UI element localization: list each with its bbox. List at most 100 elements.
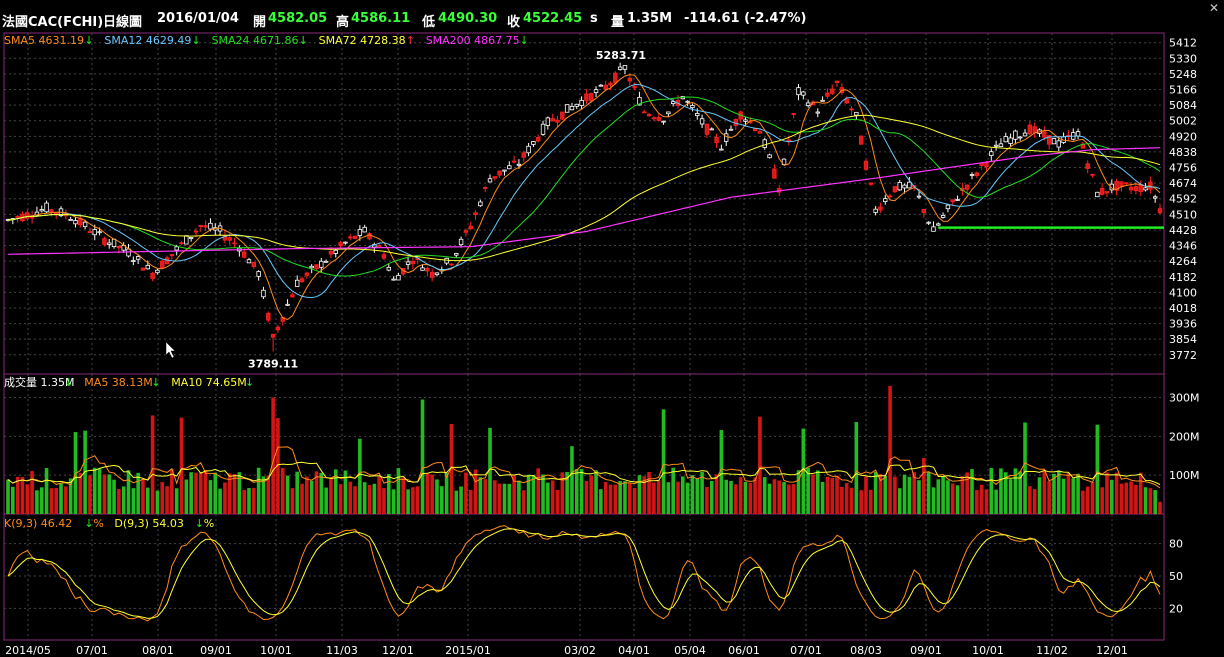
volume-bar	[1124, 482, 1129, 514]
volume-bar	[1119, 483, 1124, 514]
candle-body	[169, 254, 175, 256]
candle-body	[386, 266, 391, 271]
candle-body	[357, 229, 363, 236]
volume-bar	[878, 473, 883, 514]
panel-border-0	[3, 32, 1165, 375]
volume-bar	[603, 481, 608, 514]
volume-bar	[608, 484, 613, 514]
candle-body	[487, 178, 493, 183]
volume-bar	[276, 418, 280, 514]
candle-body	[511, 160, 517, 163]
price-tick-label: 4182	[1169, 271, 1197, 284]
candle-body	[343, 241, 348, 244]
volume-legend-1: MA5 38.13M	[84, 376, 153, 389]
candle-body	[468, 225, 473, 230]
candle-body	[44, 202, 49, 213]
volume-bar	[743, 481, 748, 514]
candle-body	[352, 235, 358, 239]
volume-bar	[907, 476, 912, 514]
sma-legend-3: SMA72 4728.38	[319, 34, 406, 47]
volume-label: 量	[611, 15, 625, 30]
candle-body	[290, 294, 295, 298]
volume-bar	[454, 490, 459, 514]
sma12-line	[7, 84, 1161, 299]
volume-bar	[546, 482, 550, 514]
volume-bar	[136, 472, 140, 514]
volume-bar	[411, 487, 415, 514]
volume-bar	[787, 484, 791, 514]
volume-bar	[497, 483, 502, 514]
close-label: 收	[507, 15, 521, 30]
volume-bar	[994, 489, 998, 514]
volume-bar	[300, 483, 304, 514]
k-line	[7, 525, 1161, 622]
candle-body	[396, 274, 401, 281]
candle-body	[536, 137, 541, 142]
volume-bar	[199, 472, 203, 514]
volume-bar	[1071, 478, 1076, 514]
candle-body	[116, 245, 122, 249]
volume-bar	[391, 489, 396, 514]
candle-body	[743, 119, 748, 122]
volume-bar	[64, 486, 68, 514]
price-tick-label: 3854	[1169, 333, 1197, 346]
candle-body	[993, 144, 999, 147]
candle-body	[931, 226, 936, 232]
candle-body	[704, 123, 710, 135]
low-value: 4490.30	[438, 11, 498, 26]
close-value: 4522.45	[523, 11, 583, 26]
volume-bar	[762, 477, 767, 514]
x-tick-label: 12/01	[382, 644, 414, 657]
volume-bar	[570, 446, 574, 514]
candle-body	[184, 235, 189, 245]
candle-body	[473, 212, 478, 216]
candle-body	[338, 242, 343, 247]
volume-bar	[102, 474, 107, 514]
candle-body	[974, 172, 980, 176]
volume-bar	[425, 473, 430, 514]
x-tick-label: 09/01	[200, 644, 232, 657]
volume-bar	[189, 472, 193, 514]
candle-body	[825, 92, 830, 97]
candle-body	[68, 219, 73, 221]
candle-body	[420, 267, 425, 271]
candle-body	[540, 123, 546, 135]
volume-bar	[1085, 486, 1090, 514]
volume-bar	[917, 480, 921, 514]
price-tick-label: 4346	[1169, 240, 1197, 253]
candle-body	[73, 220, 78, 225]
candle-body	[160, 260, 165, 269]
candle-body	[989, 151, 994, 156]
candle-body	[940, 215, 946, 218]
volume-bar	[1076, 473, 1080, 514]
volume-bar	[695, 478, 700, 514]
volume-bar	[290, 488, 295, 514]
volume-bar	[820, 481, 825, 514]
volume-bar	[449, 423, 454, 514]
x-tick-label: 06/01	[728, 644, 760, 657]
candle-body	[1046, 135, 1052, 145]
candle-body	[1051, 138, 1057, 145]
volume-bar	[777, 480, 782, 514]
x-tick-label: 08/03	[850, 644, 882, 657]
volume-bar	[950, 483, 955, 514]
price-tick-label: 5084	[1169, 99, 1197, 112]
grid-lines	[4, 33, 1164, 640]
candle-body	[767, 154, 772, 159]
candle-body	[719, 148, 724, 151]
price-tick-label: 4674	[1169, 177, 1197, 190]
candle-body	[1022, 132, 1028, 137]
sma5-line	[7, 74, 1161, 321]
candle-body	[796, 87, 801, 96]
candle-body	[1143, 187, 1148, 191]
candle-body	[622, 65, 628, 70]
volume-bar	[526, 474, 531, 514]
sma-legend-arrow-icon: ↓	[192, 34, 201, 47]
volume-bar	[435, 479, 439, 514]
close-icon[interactable]: ✕	[1208, 1, 1220, 15]
volume-bar	[936, 479, 941, 514]
candle-body	[550, 118, 555, 122]
chart-header: 法國CAC(FCHI) 日線圖 2016/01/04 開 4582.05 高 4…	[0, 0, 1224, 33]
volume-bar	[333, 469, 338, 514]
volume-bar	[970, 469, 974, 514]
